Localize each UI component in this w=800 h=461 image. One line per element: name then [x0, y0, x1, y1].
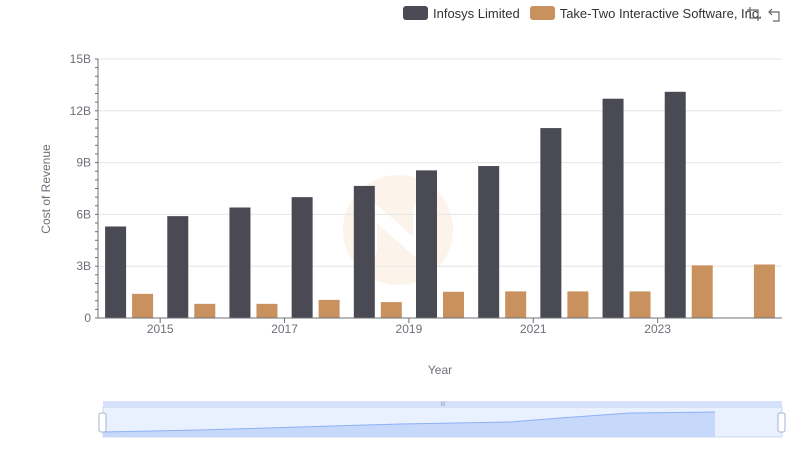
datazoom-preview-line [102, 411, 716, 433]
bar-infosys-2017[interactable] [291, 197, 313, 318]
legend-item-take-two[interactable]: Take-Two Interactive Software, Inc. [529, 5, 763, 21]
bars [105, 91, 775, 318]
restore-icon[interactable] [768, 6, 784, 22]
y-tick-label: 3B [76, 259, 91, 273]
bar-infosys-2018[interactable] [353, 185, 375, 318]
bar-take-two-2021[interactable] [567, 291, 589, 318]
datazoom-left-handle[interactable] [98, 412, 107, 433]
bar-infosys-2022[interactable] [602, 98, 624, 318]
bar-infosys-2023[interactable] [664, 91, 686, 318]
legend-label-infosys: Infosys Limited [433, 5, 520, 21]
legend-swatch-infosys [403, 6, 428, 20]
datazoom-drag-handle[interactable]: III [440, 402, 445, 408]
bar-infosys-2020[interactable] [478, 166, 500, 318]
datazoom-selected-range [103, 407, 782, 437]
bar-take-two-2020[interactable] [505, 291, 527, 318]
bar-infosys-2014[interactable] [105, 226, 127, 318]
x-tick-label: 2017 [271, 322, 298, 336]
bar-take-two-2016[interactable] [256, 303, 278, 318]
datazoom-right-handle[interactable] [777, 412, 786, 433]
x-axis-title: Year [428, 363, 452, 377]
y-tick-label: 15B [70, 52, 91, 66]
y-tick-label: 6B [76, 207, 91, 221]
bar-infosys-2015[interactable] [167, 216, 189, 318]
x-tick-label: 2015 [147, 322, 174, 336]
legend-label-take-two: Take-Two Interactive Software, Inc. [559, 5, 763, 21]
y-axis-title: Cost of Revenue [39, 144, 53, 234]
bar-take-two-2014[interactable] [132, 293, 154, 318]
x-tick-label: 2021 [520, 322, 547, 336]
legend-swatch-take-two [529, 6, 555, 20]
bar-take-two-2015[interactable] [194, 303, 216, 318]
bar-take-two-2017[interactable] [318, 299, 340, 318]
bar-infosys-2016[interactable] [229, 207, 251, 318]
bar-take-two-2023[interactable] [691, 265, 713, 318]
datazoom-slider[interactable]: III [98, 401, 786, 438]
y-tick-label: 9B [76, 156, 91, 170]
chart-toolbox [746, 6, 784, 22]
bar-take-two-2022[interactable] [629, 291, 651, 318]
legend-item-infosys[interactable]: Infosys Limited [403, 6, 520, 21]
x-tick-label: 2019 [396, 322, 423, 336]
chart-legend: Infosys Limited Take-Two Interactive Sof… [403, 4, 772, 22]
y-tick-label: 0 [84, 311, 91, 325]
zoom-icon[interactable] [746, 6, 762, 22]
bar-take-two-2019[interactable] [443, 291, 464, 318]
bar-take-two-2024[interactable] [753, 264, 775, 318]
bar-infosys-2021[interactable] [540, 128, 562, 318]
bar-take-two-2018[interactable] [380, 302, 402, 318]
axes: 0 3B 6B 9B 12B 15B 2015 2017 2019 2021 2023 [70, 52, 782, 336]
y-tick-label: 12B [70, 104, 91, 118]
x-tick-label: 2023 [644, 322, 671, 336]
datazoom-top-bar[interactable] [103, 401, 782, 407]
bar-infosys-2019[interactable] [416, 170, 437, 318]
